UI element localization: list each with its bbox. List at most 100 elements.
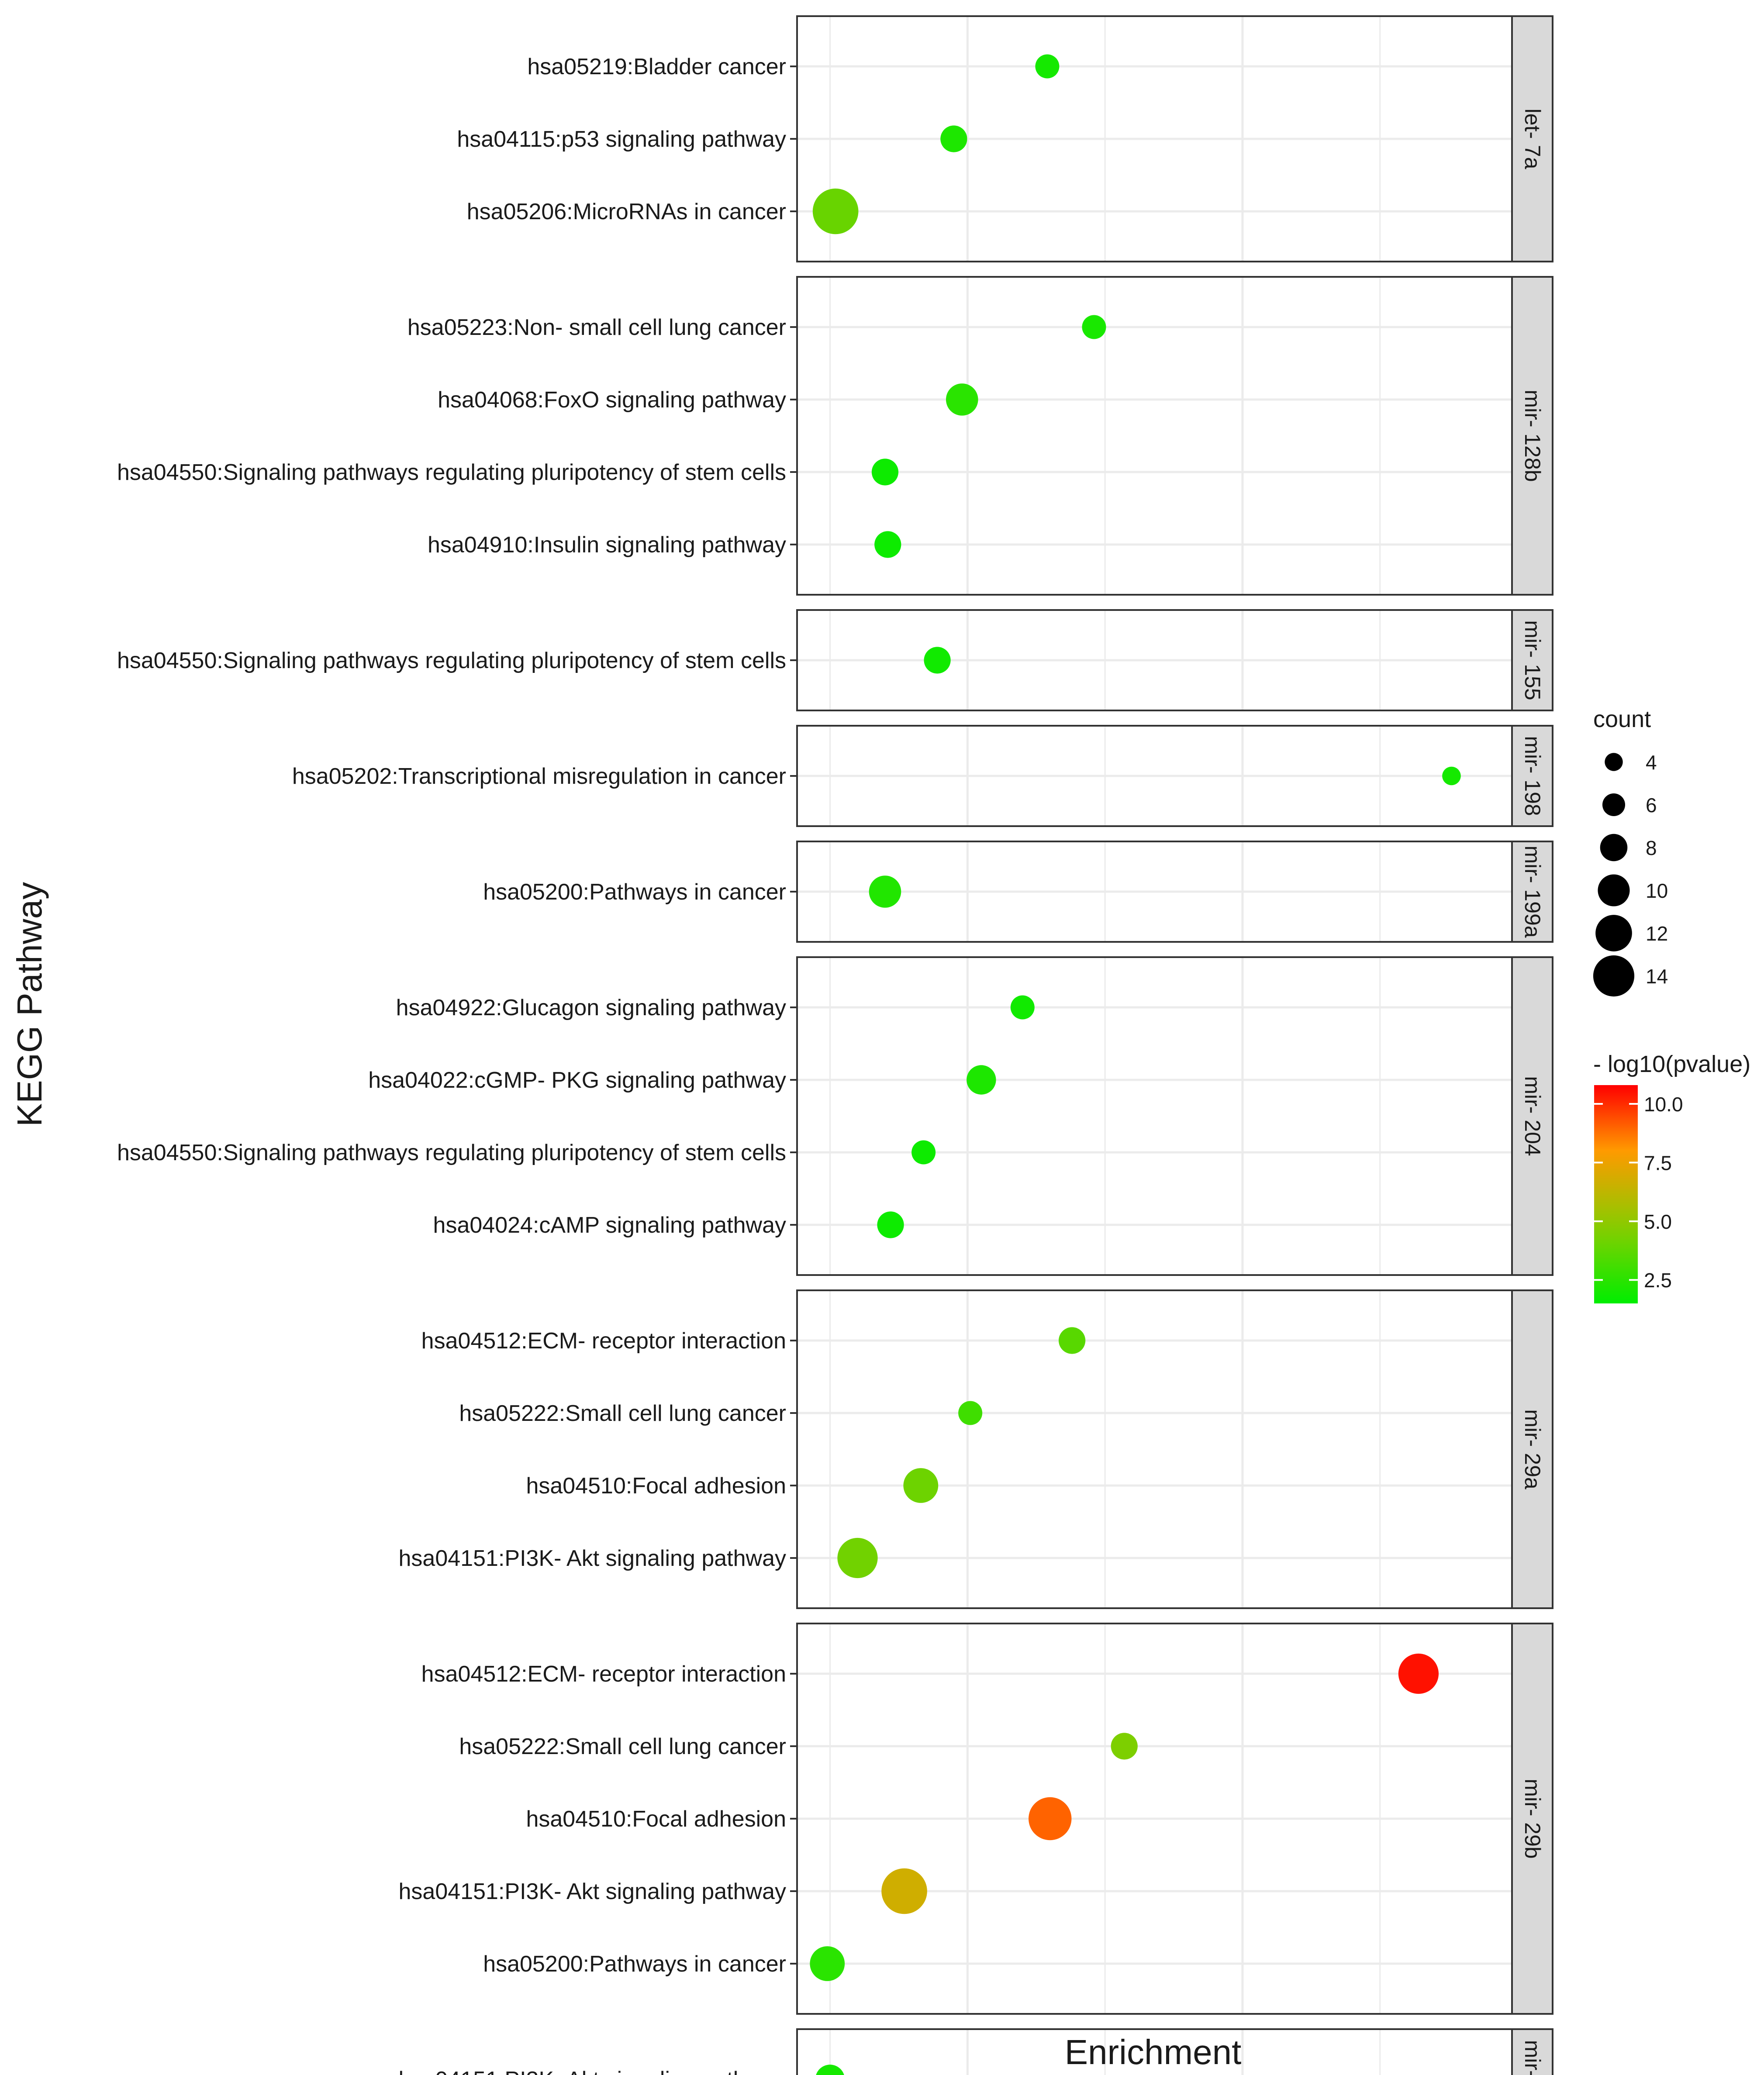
count-legend-key (1593, 955, 1635, 997)
data-point (1010, 995, 1035, 1020)
y-tick-label: hsa05222:Small cell lung cancer (459, 1401, 786, 1426)
facet-panel: hsa05202:Transcriptional misregulation i… (292, 725, 1553, 827)
y-tick-label: hsa04151:PI3K- Akt signaling pathway (399, 1879, 786, 1904)
y-tick-label: hsa04022:cGMP- PKG signaling pathway (368, 1068, 786, 1093)
data-point (881, 1868, 927, 1914)
facet-strip (1511, 1289, 1553, 1609)
y-tick-label: hsa04922:Glucagon signaling pathway (396, 995, 786, 1020)
data-point (1398, 1653, 1439, 1694)
y-tick-label: hsa05223:Non- small cell lung cancer (407, 315, 786, 340)
facet-panel: hsa05200:Pathways in cancer mir- 199a (483, 841, 1553, 943)
count-legend-key (1602, 793, 1626, 817)
facet-strip (1511, 725, 1553, 827)
panel-background (797, 1290, 1512, 1608)
data-point (1035, 54, 1060, 79)
facet-panel: hsa04922:Glucagon signaling pathway hsa04… (117, 956, 1553, 1276)
panel-background (797, 957, 1512, 1275)
y-tick-label: hsa04068:FoxO signaling pathway (438, 387, 786, 413)
facet-panel: hsa04550:Signaling pathways regulating p… (117, 609, 1553, 711)
panel-background (797, 2029, 1512, 2075)
data-point (874, 531, 901, 558)
facet-strip (1511, 609, 1553, 711)
count-legend-label: 4 (1646, 751, 1657, 774)
count-legend-label: 8 (1646, 837, 1657, 859)
facet-strip (1511, 1623, 1553, 2015)
data-point (810, 1946, 845, 1981)
facet-panel: hsa05223:Non- small cell lung cancer hsa0… (117, 276, 1553, 596)
y-tick-label: hsa05206:MicroRNAs in cancer (467, 199, 786, 224)
count-legend: count 4 6 8 10 12 14 (1593, 706, 1668, 997)
data-point (911, 1140, 936, 1165)
y-tick-label: hsa04910:Insulin signaling pathway (428, 532, 786, 558)
facet-strip (1511, 841, 1553, 943)
y-tick-label: hsa04151:PI3K- Akt signaling pathway (399, 1546, 786, 1571)
data-point (924, 647, 951, 674)
facet-panel: hsa04151:PI3K- Akt signaling pathway mir-… (399, 2028, 1553, 2075)
facet-strip-label: mir- 198 (1520, 736, 1545, 816)
y-tick-label: hsa05219:Bladder cancer (527, 54, 786, 79)
pvalue-colorbar (1594, 1085, 1638, 1303)
pvalue-legend-label: 2.5 (1644, 1269, 1672, 1292)
data-point (1082, 315, 1106, 339)
panel-background (797, 277, 1512, 595)
data-point (903, 1468, 939, 1503)
y-tick-label: hsa04510:Focal adhesion (526, 1806, 786, 1832)
y-tick-label: hsa04512:ECM- receptor interaction (421, 1661, 786, 1687)
facet-panel: hsa05219:Bladder cancer hsa04115:p53 sign… (457, 15, 1553, 262)
count-legend-title: count (1593, 706, 1651, 732)
y-axis-title: KEGG Pathway (10, 882, 49, 1127)
count-legend-key (1595, 915, 1632, 951)
y-tick-label: hsa04512:ECM- receptor interaction (421, 1328, 786, 1354)
y-tick-label: hsa04550:Signaling pathways regulating p… (117, 1140, 786, 1165)
facet-strip-label: mir- 204 (1520, 1076, 1545, 1156)
facet-strip (1511, 956, 1553, 1276)
facet-strip (1511, 276, 1553, 596)
facet-strip-label: mir- 29a (1520, 1409, 1545, 1489)
y-tick-label: hsa05200:Pathways in cancer (483, 1951, 786, 1977)
count-legend-key (1605, 753, 1623, 771)
data-point (812, 188, 859, 234)
data-point (877, 1211, 904, 1238)
chart-panels: hsa05219:Bladder cancer hsa04115:p53 sign… (117, 15, 1553, 2075)
x-axis-title: Enrichment (1065, 2033, 1242, 2072)
facet-panel: hsa04512:ECM- receptor interaction hsa052… (399, 1289, 1553, 1609)
facet-strip-label: mir- 29b (1520, 1779, 1545, 1858)
data-point (869, 875, 901, 908)
y-tick-label: hsa04550:Signaling pathways regulating p… (117, 460, 786, 485)
facet-strip (1511, 15, 1553, 262)
pvalue-legend: - log10(pvalue) 2.5 5.0 7.5 10.0 (1593, 1051, 1750, 1303)
pvalue-legend-label: 5.0 (1644, 1210, 1672, 1233)
facet-strip-label: let- 7a (1520, 109, 1545, 169)
pvalue-legend-label: 10.0 (1644, 1093, 1683, 1116)
y-tick-label: hsa04151:PI3K- Akt signaling pathway (399, 2067, 786, 2075)
count-legend-key (1598, 874, 1630, 907)
facet-strip-label: mir- 199a (1520, 845, 1545, 938)
y-tick-label: hsa04115:p53 signaling pathway (457, 127, 786, 152)
count-legend-label: 12 (1646, 922, 1668, 945)
data-point (816, 2065, 844, 2075)
y-tick-label: hsa05222:Small cell lung cancer (459, 1734, 786, 1759)
facet-strip-label: mir- 29c (1520, 2040, 1545, 2075)
data-point (958, 1401, 983, 1425)
y-tick-label: hsa04550:Signaling pathways regulating p… (117, 648, 786, 673)
data-point (871, 458, 899, 486)
panel-frame (796, 2028, 1513, 2075)
data-point (1059, 1327, 1086, 1354)
data-point (967, 1065, 996, 1095)
data-point (837, 1537, 878, 1579)
data-point (940, 125, 967, 152)
pvalue-legend-title: - log10(pvalue) (1593, 1051, 1750, 1077)
count-legend-label: 10 (1646, 879, 1668, 902)
facet-panel: hsa04512:ECM- receptor interaction hsa052… (399, 1623, 1553, 2015)
data-point (1029, 1797, 1072, 1841)
count-legend-label: 14 (1646, 965, 1668, 988)
data-point (946, 383, 978, 416)
facet-strip-label: mir- 128b (1520, 389, 1545, 482)
y-tick-label: hsa05200:Pathways in cancer (483, 879, 786, 905)
count-legend-label: 6 (1646, 794, 1657, 817)
data-point (1111, 1733, 1138, 1760)
count-legend-key (1600, 834, 1628, 862)
facet-strip (1511, 2028, 1553, 2075)
y-tick-label: hsa05202:Transcriptional misregulation i… (292, 764, 786, 789)
